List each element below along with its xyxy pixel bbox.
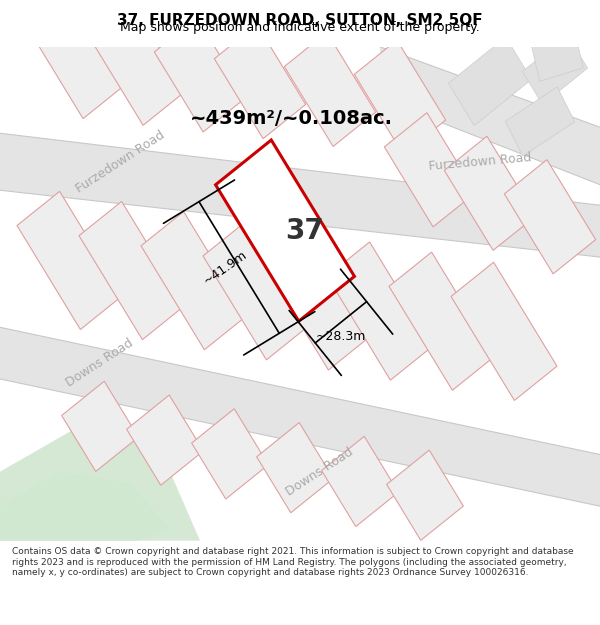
Bar bbox=[191, 409, 268, 499]
Text: ~439m²/~0.108ac.: ~439m²/~0.108ac. bbox=[190, 109, 393, 127]
Bar bbox=[385, 112, 476, 227]
Bar bbox=[327, 242, 433, 380]
Bar bbox=[154, 18, 245, 132]
Bar bbox=[527, 12, 583, 81]
Bar bbox=[322, 436, 398, 526]
Bar bbox=[62, 381, 139, 471]
Polygon shape bbox=[380, 47, 600, 184]
Text: ~41.9m: ~41.9m bbox=[201, 248, 250, 288]
Bar bbox=[141, 212, 247, 350]
Polygon shape bbox=[0, 426, 200, 541]
Bar bbox=[257, 422, 334, 512]
Bar bbox=[448, 37, 532, 126]
Polygon shape bbox=[0, 317, 600, 506]
Bar bbox=[79, 201, 185, 339]
Bar bbox=[94, 11, 185, 125]
Bar bbox=[265, 232, 371, 370]
Polygon shape bbox=[0, 472, 170, 541]
Bar bbox=[203, 222, 309, 360]
Bar bbox=[214, 24, 305, 139]
Text: Map shows position and indicative extent of the property.: Map shows position and indicative extent… bbox=[120, 21, 480, 34]
Text: Downs Road: Downs Road bbox=[64, 336, 136, 389]
Bar bbox=[17, 191, 123, 329]
Bar bbox=[284, 32, 376, 146]
Text: Downs Road: Downs Road bbox=[284, 445, 356, 498]
Bar bbox=[355, 40, 446, 154]
Bar bbox=[523, 35, 587, 104]
Bar bbox=[445, 136, 536, 251]
Text: ~28.3m: ~28.3m bbox=[316, 329, 366, 342]
Bar bbox=[127, 395, 203, 485]
Text: 37: 37 bbox=[286, 217, 325, 244]
Bar bbox=[389, 252, 495, 390]
Text: 37, FURZEDOWN ROAD, SUTTON, SM2 5QF: 37, FURZEDOWN ROAD, SUTTON, SM2 5QF bbox=[117, 13, 483, 28]
Bar bbox=[386, 450, 463, 541]
Bar bbox=[505, 159, 596, 274]
Polygon shape bbox=[0, 127, 600, 259]
Text: Contains OS data © Crown copyright and database right 2021. This information is : Contains OS data © Crown copyright and d… bbox=[12, 548, 574, 577]
Text: Furzedown Road: Furzedown Road bbox=[428, 151, 532, 173]
Bar bbox=[215, 140, 355, 321]
Bar bbox=[34, 4, 125, 119]
Bar bbox=[505, 87, 575, 156]
Bar bbox=[451, 262, 557, 401]
Text: Furzedown Road: Furzedown Road bbox=[73, 128, 167, 195]
